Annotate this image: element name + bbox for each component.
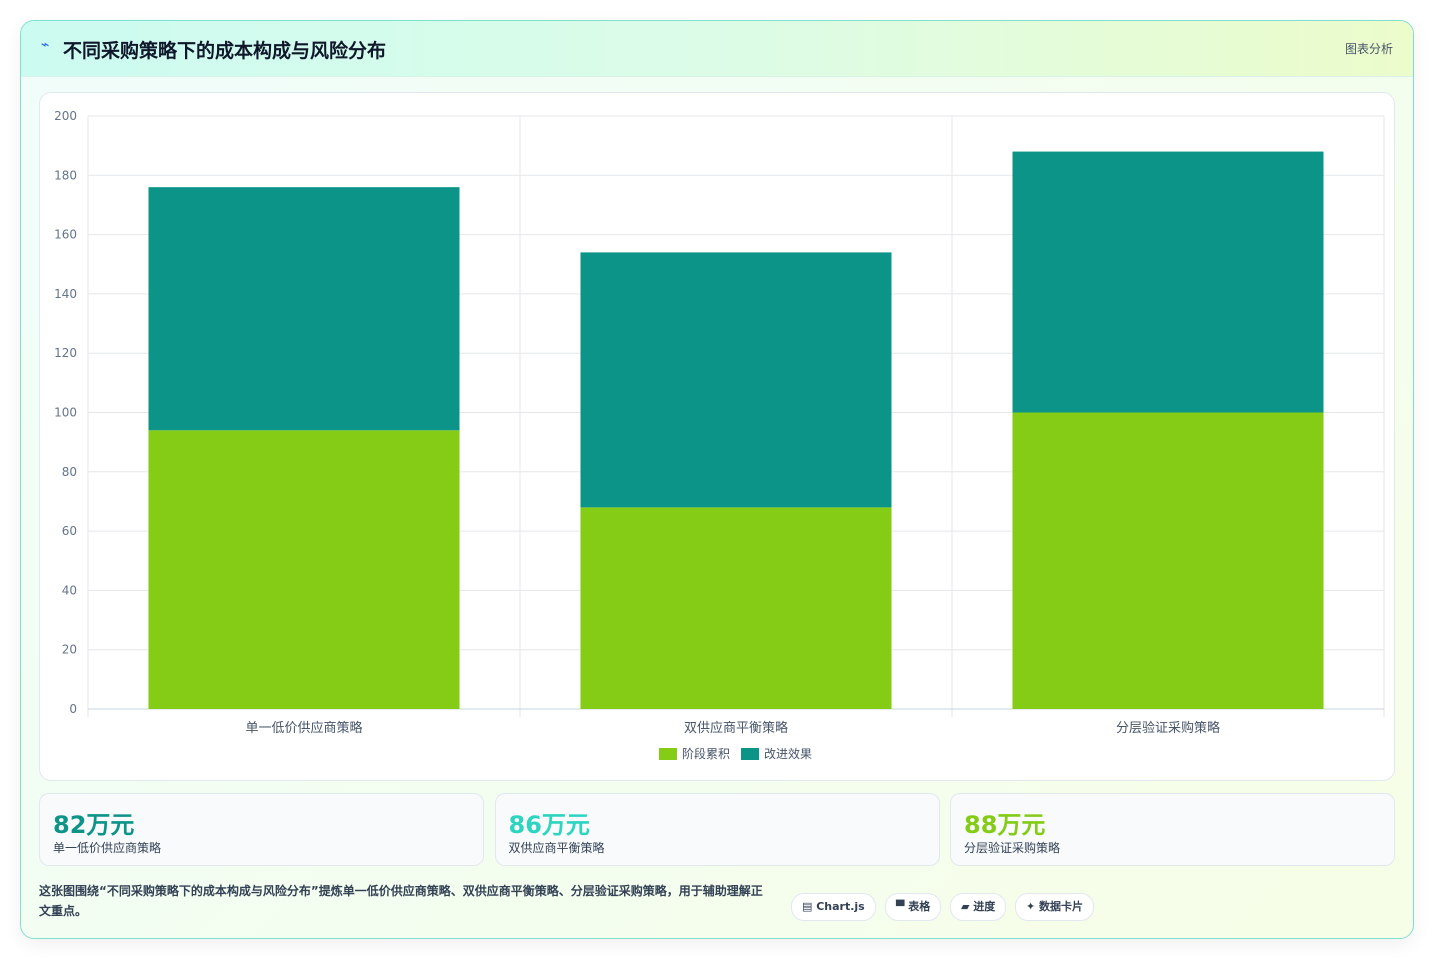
bar-segment	[580, 507, 892, 709]
toolbar-button[interactable]: ▰ 进度	[950, 893, 1007, 921]
stat-label: 双供应商平衡策略	[508, 841, 605, 855]
stat-label: 分层验证采购策略	[964, 841, 1061, 855]
y-tick-label: 40	[62, 583, 77, 597]
toolbar-button[interactable]: ▤ Chart.js	[791, 893, 876, 921]
chart: 0 20 40 60 80 100 120 140 160 180 200 单一低价供应商策略 双供应商…	[54, 109, 1385, 761]
bar-segment	[1012, 412, 1324, 709]
x-tick-label: 单一低价供应商策略	[245, 720, 362, 736]
toolbar-button[interactable]: ▀ 表格	[885, 893, 942, 921]
stat-label: 单一低价供应商策略	[53, 841, 162, 855]
bar-segment	[148, 187, 460, 431]
header-icon: ⌁	[41, 37, 50, 53]
legend-label: 改进效果	[764, 746, 812, 761]
y-tick-label: 140	[54, 287, 77, 301]
legend-swatch	[658, 748, 677, 760]
toolbar-button[interactable]: ✦ 数据卡片	[1015, 893, 1095, 921]
stat-value: 82万元	[53, 811, 135, 839]
stat-card: 82万元单一低价供应商策略	[39, 793, 484, 866]
y-tick-label: 100	[54, 406, 77, 420]
y-tick-label: 200	[54, 109, 77, 123]
y-tick-label: 80	[62, 465, 77, 479]
y-tick-label: 120	[54, 346, 77, 360]
legend-label: 阶段累积	[682, 746, 730, 761]
bar-segment	[148, 430, 460, 709]
bar-segment	[1012, 151, 1324, 413]
x-tick-label: 分层验证采购策略	[1116, 720, 1220, 736]
chart-card: ⌁ 不同采购策略下的成本构成与风险分布 图表分析 0 20 40 60 80 100 120…	[20, 20, 1414, 939]
header-tag: 图表分析	[1344, 42, 1393, 56]
y-tick-label: 180	[54, 168, 77, 182]
y-tick-label: 160	[54, 228, 77, 242]
bar-segment	[580, 252, 892, 508]
stat-value: 88万元	[964, 811, 1046, 839]
description: 这张图围绕“不同采购策略下的成本构成与风险分布”提炼单一低价供应商策略、双供应商…	[39, 884, 763, 918]
x-tick-label: 双供应商平衡策略	[684, 720, 788, 736]
y-tick-label: 60	[62, 524, 77, 538]
stat-value: 86万元	[508, 811, 590, 839]
y-tick-label: 20	[62, 643, 77, 657]
stat-card: 86万元双供应商平衡策略	[494, 793, 940, 866]
stat-card: 88万元分层验证采购策略	[950, 793, 1395, 866]
header: ⌁ 不同采购策略下的成本构成与风险分布 图表分析	[21, 21, 1413, 77]
chart-panel: 0 20 40 60 80 100 120 140 160 180 200 单一低价供应商策略 双供应商…	[39, 92, 1395, 781]
y-tick-label: 0	[69, 702, 77, 716]
title: 不同采购策略下的成本构成与风险分布	[63, 40, 387, 62]
legend-swatch	[741, 748, 759, 760]
